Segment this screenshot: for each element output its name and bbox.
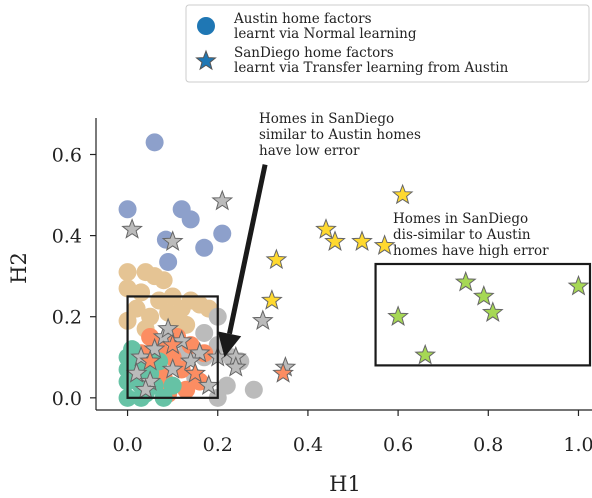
dissimilar-annotation: Homes in SanDiego dis-similar to Austin …: [393, 211, 549, 259]
y-tick-label: 0.0: [52, 388, 82, 410]
scatter-point-star: [121, 218, 143, 239]
y-axis-label: H2: [7, 252, 31, 284]
dissimilar-region-box: [374, 262, 592, 367]
similar-region-box: [126, 295, 219, 399]
scatter-point-circle: [118, 279, 137, 298]
scatter-point-circle: [132, 283, 151, 302]
scatter-point-star: [139, 349, 161, 371]
scatter-point-circle: [213, 224, 232, 243]
similar-annotation-line-2: similar to Austin homes: [259, 127, 421, 143]
scatter-point-star: [157, 317, 180, 339]
scatter-point-star: [134, 378, 157, 399]
legend-star-marker: [195, 49, 217, 71]
legend-entry-1: Austin home factors learnt via Normal le…: [233, 11, 417, 42]
scatter-point-star: [387, 305, 409, 326]
scatter-point-star: [272, 362, 294, 383]
scatter-point-circle: [159, 252, 178, 271]
scatter-point-star: [188, 341, 211, 363]
scatter-point-star: [161, 357, 184, 379]
scatter-point-star: [315, 218, 337, 239]
y-tick-label: 0.2: [52, 307, 82, 329]
arrow-head: [217, 331, 242, 358]
x-tick-label: 1.0: [563, 434, 592, 456]
legend-entry-2: SanDiego home factors learnt via Transfe…: [234, 45, 509, 76]
x-tick-label: 0.2: [203, 434, 233, 456]
scatter-point-star: [391, 183, 414, 205]
scatter-point-star: [251, 309, 274, 331]
scatter-point-circle: [145, 133, 164, 152]
legend-frame: [185, 4, 590, 83]
scatter-point-circle: [163, 376, 182, 395]
scatter-point-star: [161, 230, 184, 251]
scatter-point-star: [130, 345, 152, 367]
legend-entry-1-line-2: learnt via Normal learning: [234, 26, 417, 42]
y-tick-label: 0.4: [52, 226, 82, 248]
scatter-point-star: [143, 337, 166, 359]
data-points: [118, 133, 590, 407]
scatter-point-star: [481, 301, 504, 322]
legend-circle-marker: [197, 17, 215, 35]
scatter-point-star: [224, 355, 247, 377]
dissimilar-annotation-line-2: dis-similar to Austin: [393, 227, 531, 243]
similar-annotation-line-3: have low error: [259, 143, 360, 159]
similar-annotation: Homes in SanDiego similar to Austin home…: [259, 111, 425, 159]
scatter-point-circle: [154, 271, 173, 290]
dissimilar-annotation-line-3: homes have high error: [393, 243, 549, 259]
scatter-point-star: [139, 370, 161, 391]
scatter-point-star: [265, 248, 288, 270]
x-tick-label: 0.4: [293, 434, 323, 456]
legend-entry-1-line-1: Austin home factors: [233, 11, 372, 27]
scatter-point-circle: [195, 323, 214, 342]
legend: Austin home factors learnt via Normal le…: [185, 4, 590, 83]
scatter-point-circle: [244, 380, 263, 399]
arrow-shaft: [227, 164, 268, 335]
scatter-point-star: [260, 289, 283, 310]
scatter-point-star: [414, 343, 437, 365]
scatter-point-circle: [118, 200, 137, 219]
y-tick-label: 0.6: [52, 145, 82, 167]
scatter-point-star: [373, 234, 396, 255]
scatter-point-star: [324, 230, 346, 251]
scatter-point-star: [125, 362, 148, 383]
scatter-point-star: [567, 274, 590, 296]
scatter-point-circle: [181, 210, 200, 229]
scatter-point-star: [454, 270, 477, 292]
similar-annotation-line-1: Homes in SanDiego: [259, 111, 394, 127]
scatter-point-star: [351, 230, 373, 251]
scatter-point-star: [472, 284, 495, 306]
dissimilar-annotation-line-1: Homes in SanDiego: [393, 211, 528, 227]
scatter-point-star: [161, 333, 184, 355]
x-tick-label: 0.8: [473, 434, 503, 456]
region-boxes: [126, 262, 592, 399]
x-axis-label: H1: [329, 472, 361, 496]
scatter-point-star: [179, 349, 202, 371]
x-tick-label: 0.6: [383, 434, 413, 456]
scatter-point-circle: [177, 380, 196, 399]
annotation-arrow: [217, 164, 268, 358]
scatter-point-star: [184, 362, 207, 383]
scatter-point-circle: [118, 263, 137, 282]
scatter-point-star: [211, 189, 234, 211]
scatter-point-circle: [195, 238, 214, 257]
legend-entry-2-line-1: SanDiego home factors: [234, 45, 394, 61]
legend-entry-2-line-2: learnt via Transfer learning from Austin: [234, 60, 509, 76]
x-tick-label: 0.0: [112, 434, 142, 456]
axis-ticks: 0.0 0.2 0.4 0.6 0.8 1.0 0.0 0.2 0.4 0.6: [52, 145, 592, 457]
